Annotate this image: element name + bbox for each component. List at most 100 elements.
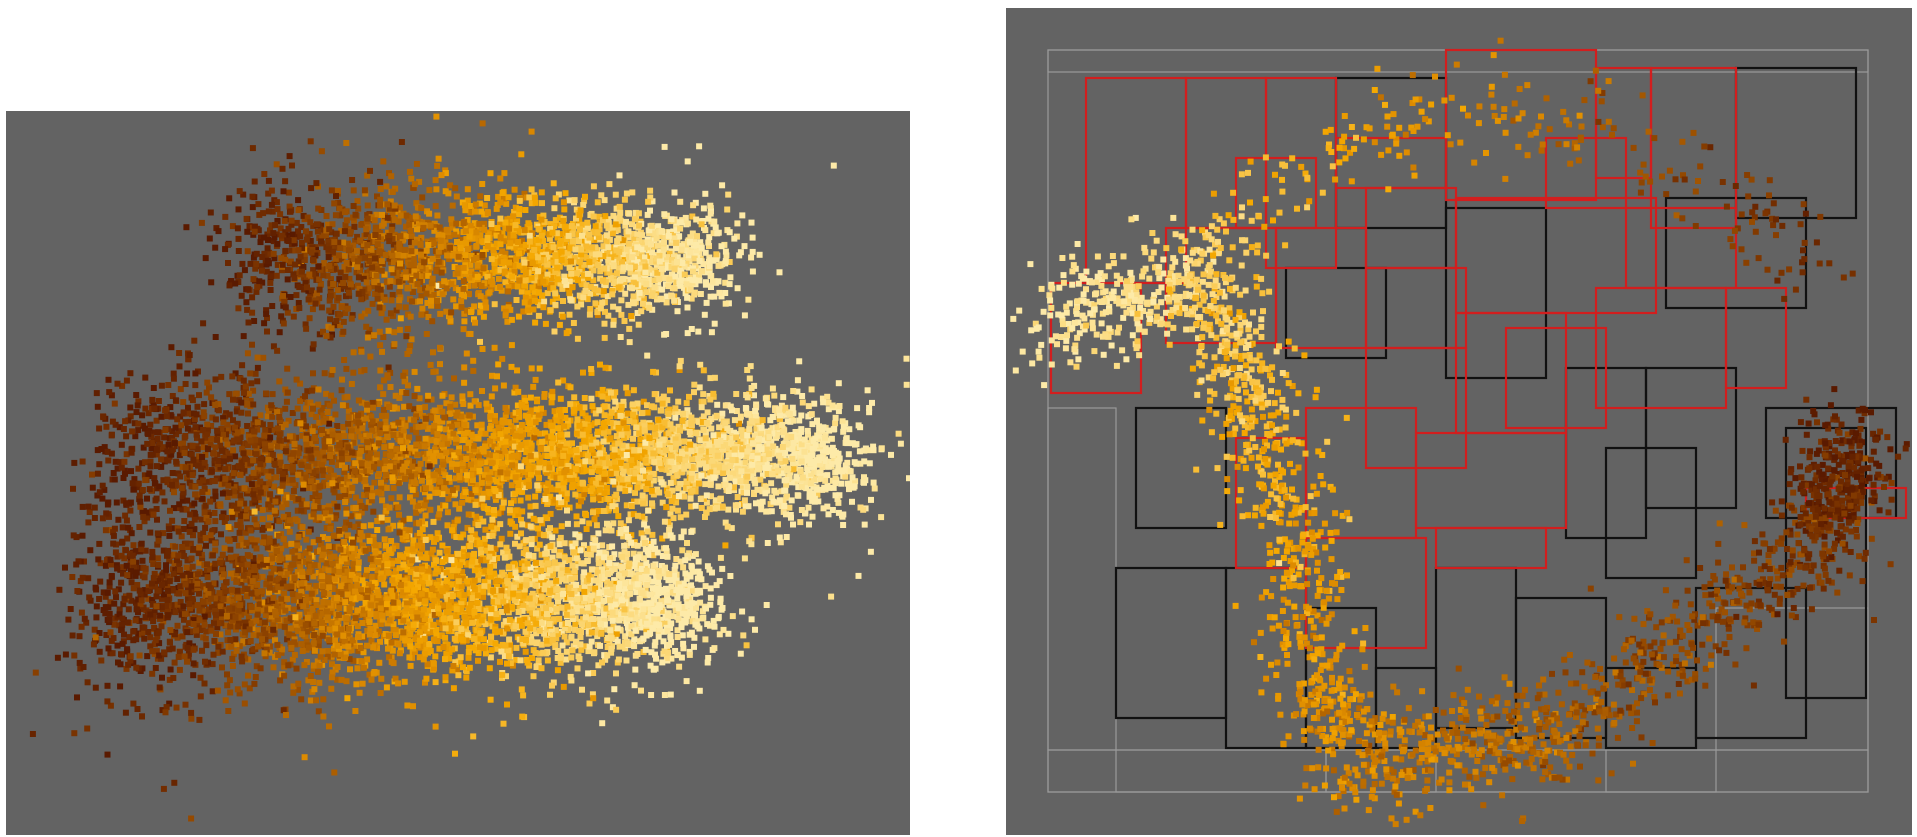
- scatter-point: [672, 273, 679, 280]
- scatter-point: [421, 254, 428, 261]
- scatter-point: [535, 416, 542, 422]
- scatter-point: [552, 217, 559, 224]
- scatter-point: [643, 281, 650, 288]
- scatter-point: [400, 432, 407, 439]
- scatter-point: [384, 214, 391, 221]
- scatter-point: [479, 181, 486, 187]
- scatter-point: [748, 474, 755, 481]
- scatter-point: [356, 267, 363, 274]
- scatter-point: [401, 403, 408, 410]
- scatter-point: [630, 387, 637, 394]
- scatter-point: [422, 285, 428, 292]
- scatter-point: [204, 427, 211, 434]
- scatter-point: [450, 296, 457, 303]
- scatter-point: [696, 271, 702, 278]
- scatter-point: [464, 476, 471, 483]
- scatter-point: [113, 562, 120, 569]
- scatter-point: [575, 502, 582, 509]
- scatter-point: [366, 258, 373, 264]
- scatter-point: [276, 378, 283, 385]
- scatter-point: [299, 426, 306, 432]
- scatter-point: [310, 506, 317, 513]
- scatter-point: [371, 217, 378, 224]
- scatter-point: [289, 231, 296, 238]
- scatter-point: [686, 393, 692, 400]
- scatter-point: [389, 223, 396, 230]
- scatter-point: [282, 247, 289, 254]
- scatter-point: [333, 230, 340, 237]
- scatter-point: [328, 325, 335, 332]
- scatter-point: [690, 268, 696, 275]
- scatter-point: [716, 424, 723, 431]
- scatter-point: [295, 207, 302, 214]
- scatter-point: [556, 321, 563, 328]
- scatter-point: [457, 428, 464, 435]
- scatter-point: [766, 464, 773, 471]
- scatter-point: [473, 229, 480, 236]
- scatter-point: [578, 251, 585, 258]
- scatter-point: [484, 273, 491, 280]
- scatter-point: [379, 211, 385, 218]
- scatter-point: [409, 426, 416, 433]
- scatter-point: [570, 320, 577, 326]
- scatter-point: [799, 399, 806, 406]
- scatter-point: [459, 397, 466, 404]
- scatter-point: [407, 168, 413, 175]
- scatter-point: [684, 407, 691, 414]
- scatter-point: [321, 505, 328, 511]
- scatter-point: [574, 455, 581, 462]
- scatter-point: [654, 242, 661, 249]
- scatter-point: [169, 435, 176, 441]
- scatter-point: [461, 318, 468, 325]
- scatter-point: [835, 408, 842, 415]
- scatter-point: [101, 444, 108, 451]
- scatter-point: [287, 208, 294, 215]
- scatter-point: [602, 213, 609, 220]
- scatter-point: [707, 293, 714, 300]
- scatter-point: [551, 328, 558, 335]
- scatter-point: [423, 290, 430, 297]
- scatter-point: [298, 501, 305, 508]
- scatter-point: [285, 417, 292, 424]
- scatter-point: [368, 438, 375, 445]
- scatter-point: [290, 434, 297, 441]
- scatter-point: [398, 139, 405, 145]
- scatter-point: [264, 315, 270, 321]
- scatter-point: [302, 280, 309, 287]
- scatter-point: [519, 264, 526, 271]
- scatter-point: [608, 409, 615, 416]
- scatter-point: [451, 375, 457, 382]
- scatter-point: [442, 239, 449, 246]
- scatter-point: [630, 300, 637, 307]
- scatter-point: [418, 234, 425, 241]
- scatter-point: [309, 495, 316, 501]
- scatter-point: [710, 230, 717, 237]
- scatter-point: [503, 200, 510, 207]
- scatter-point: [116, 424, 123, 431]
- scatter-point: [517, 228, 524, 235]
- scatter-point: [612, 503, 619, 510]
- scatter-point: [749, 268, 756, 275]
- scatter-point: [540, 409, 547, 416]
- scatter-point: [477, 293, 484, 300]
- scatter-point: [433, 113, 440, 120]
- scatter-point: [202, 451, 209, 458]
- scatter-point: [335, 239, 342, 246]
- scatter-point: [689, 230, 696, 237]
- scatter-point: [408, 483, 415, 490]
- scatter-point: [477, 449, 484, 456]
- scatter-point: [546, 231, 553, 238]
- scatter-point: [270, 238, 277, 245]
- scatter-point: [291, 240, 298, 247]
- scatter-point: [313, 479, 320, 486]
- scatter-point: [576, 258, 583, 265]
- scatter-point: [605, 256, 612, 263]
- scatter-point: [318, 304, 325, 311]
- scatter-point: [367, 245, 374, 252]
- scatter-point: [411, 261, 417, 268]
- scatter-point: [587, 306, 594, 312]
- scatter-point: [644, 409, 651, 416]
- scatter-point: [226, 195, 233, 202]
- scatter-point: [668, 263, 675, 270]
- scatter-point: [304, 388, 311, 395]
